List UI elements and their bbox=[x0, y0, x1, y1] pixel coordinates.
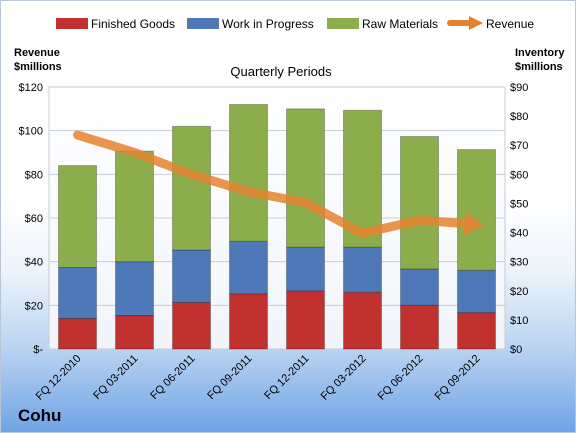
bar-work-in-progress bbox=[400, 268, 439, 306]
left-tick-label: $120 bbox=[19, 82, 43, 94]
legend-label-work-in-progress: Work in Progress bbox=[222, 17, 314, 31]
x-tick-label: FQ 12-2011 bbox=[262, 353, 311, 402]
right-tick-label: $50 bbox=[510, 198, 528, 210]
legend: Finished Goods Work in Progress Raw Mate… bbox=[56, 16, 534, 31]
right-tick-label: $10 bbox=[510, 315, 528, 327]
left-tick-label: $100 bbox=[19, 126, 43, 138]
left-tick-label: $60 bbox=[25, 213, 43, 225]
bar-work-in-progress bbox=[58, 266, 97, 319]
x-tick-label: FQ 03-2012 bbox=[319, 353, 369, 403]
bar-raw-materials bbox=[286, 108, 325, 248]
bar-finished-goods bbox=[172, 301, 211, 350]
right-tick-label: $70 bbox=[510, 140, 528, 152]
legend-swatch-raw-materials bbox=[327, 18, 359, 29]
bar-work-in-progress bbox=[343, 246, 382, 293]
right-tick-label: $30 bbox=[510, 257, 528, 269]
right-axis-title-line1: Inventory bbox=[515, 47, 565, 59]
bars-group bbox=[58, 103, 496, 350]
revenue-line-group bbox=[73, 130, 485, 238]
right-tick-label: $90 bbox=[510, 82, 528, 94]
legend-label-revenue: Revenue bbox=[486, 17, 534, 31]
revenue-arrowhead bbox=[463, 211, 485, 236]
bar-raw-materials bbox=[457, 149, 496, 271]
bar-finished-goods bbox=[286, 290, 325, 350]
right-tick-label: $60 bbox=[510, 169, 528, 181]
left-axis-ticks: $- $20 $40 $60 $80 $100 $120 bbox=[19, 82, 44, 356]
company-name: Cohu bbox=[18, 406, 61, 425]
legend-swatch-work-in-progress bbox=[187, 18, 219, 29]
legend-label-raw-materials: Raw Materials bbox=[362, 17, 438, 31]
bar-finished-goods bbox=[115, 315, 154, 350]
bar-raw-materials bbox=[58, 165, 97, 268]
chart-subtitle: Quarterly Periods bbox=[230, 64, 332, 79]
legend-label-finished-goods: Finished Goods bbox=[91, 17, 175, 31]
bar-finished-goods bbox=[229, 293, 268, 350]
x-tick-label: FQ 12-2010 bbox=[34, 353, 84, 403]
bar-work-in-progress bbox=[457, 269, 496, 314]
bar-finished-goods bbox=[400, 304, 439, 350]
right-tick-label: $20 bbox=[510, 286, 528, 298]
bar-work-in-progress bbox=[286, 246, 325, 292]
bar-work-in-progress bbox=[172, 249, 211, 303]
legend-swatch-revenue-arrow bbox=[469, 16, 483, 30]
right-tick-label: $80 bbox=[510, 111, 528, 123]
left-tick-label: $40 bbox=[25, 257, 43, 269]
revenue-line bbox=[73, 130, 472, 238]
legend-swatch-finished-goods bbox=[56, 18, 88, 29]
left-tick-label: $20 bbox=[25, 300, 43, 312]
bar-finished-goods bbox=[58, 317, 97, 350]
left-axis-title-line1: Revenue bbox=[14, 47, 60, 59]
bar-work-in-progress bbox=[229, 240, 268, 295]
right-tick-label: $0 bbox=[510, 344, 522, 356]
left-axis-title-line2: $millions bbox=[14, 61, 62, 73]
bar-raw-materials bbox=[115, 150, 154, 263]
x-tick-label: FQ 06-2012 bbox=[376, 353, 426, 403]
bar-raw-materials bbox=[229, 103, 268, 242]
x-axis-ticks: FQ 12-2010 FQ 03-2011 FQ 06-2011 FQ 09-2011… bbox=[34, 353, 483, 403]
bar-raw-materials bbox=[400, 135, 439, 270]
x-tick-label: FQ 09-2011 bbox=[205, 353, 254, 402]
left-tick-label: $- bbox=[33, 344, 43, 356]
bar-work-in-progress bbox=[115, 261, 154, 317]
bar-finished-goods bbox=[457, 312, 496, 350]
x-tick-label: FQ 03-2011 bbox=[91, 353, 140, 402]
x-tick-label: FQ 06-2011 bbox=[148, 353, 197, 402]
bar-raw-materials bbox=[172, 125, 211, 251]
right-axis-ticks: $0 $10 $20 $30 $40 $50 $60 $70 $80 $90 bbox=[510, 82, 528, 356]
bar-finished-goods bbox=[343, 291, 382, 350]
x-tick-label: FQ 09-2012 bbox=[433, 353, 483, 403]
right-tick-label: $40 bbox=[510, 228, 528, 240]
left-tick-label: $80 bbox=[25, 169, 43, 181]
right-axis-title-line2: $millions bbox=[515, 61, 563, 73]
